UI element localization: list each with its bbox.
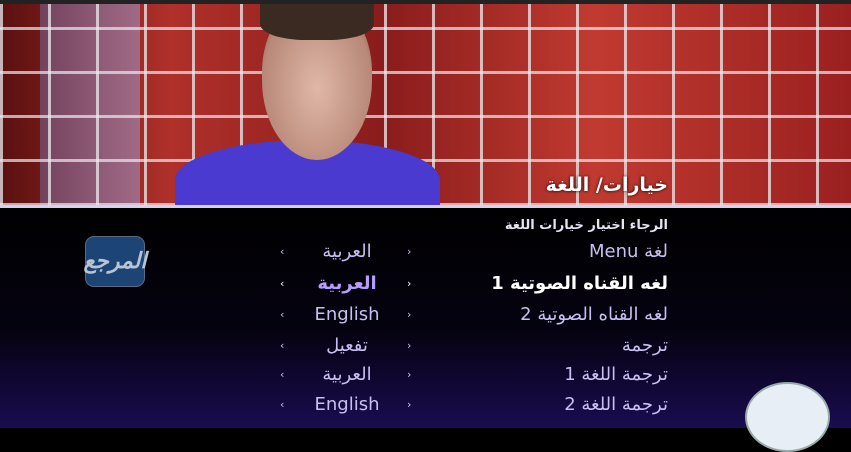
page-title: خيارات/ اللغة bbox=[545, 174, 668, 196]
option-value[interactable]: العربية bbox=[317, 273, 377, 294]
option-label: ترجمة اللغة 1 bbox=[564, 364, 668, 385]
arrow-left-icon[interactable]: ‹ bbox=[280, 245, 285, 258]
arrow-left-icon[interactable]: ‹ bbox=[280, 308, 285, 321]
video-background bbox=[0, 0, 851, 206]
arrow-right-icon[interactable]: › bbox=[407, 245, 412, 258]
option-label: لغة Menu bbox=[589, 241, 668, 262]
menu-row[interactable]: لغة Menu ‹ العربية › bbox=[0, 241, 851, 271]
option-value[interactable]: English bbox=[314, 394, 380, 415]
top-edge bbox=[0, 0, 851, 4]
menu-instructions: الرجاء اختيار خيارات اللغة bbox=[504, 218, 668, 233]
arrow-right-icon[interactable]: › bbox=[407, 398, 412, 411]
arrow-right-icon[interactable]: › bbox=[407, 339, 412, 352]
option-value[interactable]: العربية bbox=[322, 364, 372, 385]
watermark-text: المرجع bbox=[83, 249, 147, 274]
divider bbox=[0, 205, 851, 208]
arrow-left-icon[interactable]: ‹ bbox=[280, 398, 285, 411]
option-value[interactable]: تفعيل bbox=[326, 335, 368, 356]
menu-row[interactable]: ترجمة اللغة 1 ‹ العربية › bbox=[0, 364, 851, 394]
arrow-left-icon[interactable]: ‹ bbox=[280, 368, 285, 381]
menu-row[interactable]: لغه القناه الصوتية 1 ‹ العربية › bbox=[0, 273, 851, 303]
menu-row[interactable]: ترجمة اللغة 2 ‹ English › bbox=[0, 394, 851, 424]
option-label: لغه القناه الصوتية 1 bbox=[491, 273, 668, 294]
menu-row[interactable]: لغه القناه الصوتية 2 ‹ English › bbox=[0, 304, 851, 334]
menu-row[interactable]: ترجمة ‹ تفعيل › bbox=[0, 335, 851, 365]
arrow-right-icon[interactable]: › bbox=[407, 308, 412, 321]
option-label: ترجمة bbox=[621, 335, 668, 356]
option-value[interactable]: English bbox=[314, 304, 380, 325]
option-value[interactable]: العربية bbox=[322, 241, 372, 262]
arrow-right-icon[interactable]: › bbox=[407, 277, 412, 290]
arrow-left-icon[interactable]: ‹ bbox=[280, 277, 285, 290]
watermark-logo: المرجع bbox=[83, 236, 147, 287]
option-label: ترجمة اللغة 2 bbox=[564, 394, 668, 415]
channel-logo bbox=[745, 382, 830, 452]
player-hair bbox=[260, 0, 374, 40]
arrow-right-icon[interactable]: › bbox=[407, 368, 412, 381]
arrow-left-icon[interactable]: ‹ bbox=[280, 339, 285, 352]
option-label: لغه القناه الصوتية 2 bbox=[520, 304, 668, 325]
